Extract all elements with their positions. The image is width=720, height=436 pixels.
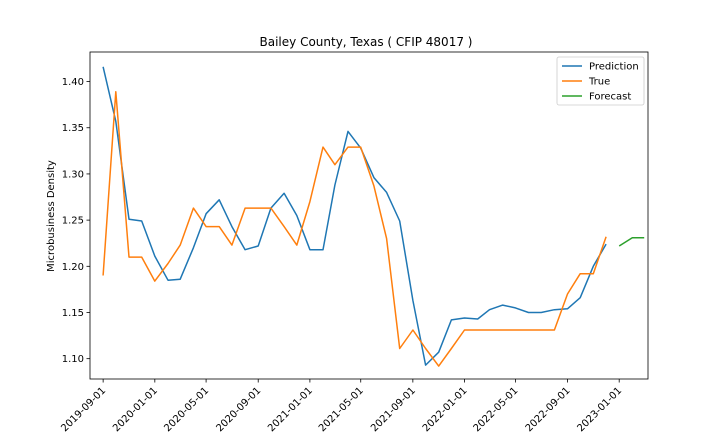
legend-box bbox=[556, 56, 645, 106]
y-tick-label: 1.15 bbox=[62, 308, 84, 319]
x-tick-label: 2021-05-01 bbox=[317, 385, 366, 432]
legend: Prediction True Forecast bbox=[556, 56, 645, 106]
x-tick-label: 2022-05-01 bbox=[472, 385, 521, 432]
x-tick-label: 2021-09-01 bbox=[369, 385, 418, 432]
y-tick-label: 1.25 bbox=[62, 216, 84, 227]
y-tick-label: 1.40 bbox=[62, 77, 84, 88]
series-lines bbox=[102, 66, 645, 367]
y-axis-label: Microbusiness Density bbox=[46, 160, 57, 272]
series-line-true bbox=[102, 90, 607, 367]
x-tick-label: 2022-09-01 bbox=[524, 385, 573, 432]
y-tick-label: 1.35 bbox=[62, 123, 84, 134]
legend-label-true: True bbox=[588, 77, 610, 88]
y-axis-ticks: 1.10 1.15 1.20 1.25 1.30 1.35 1.40 bbox=[62, 77, 90, 365]
series-line-forecast bbox=[618, 236, 645, 247]
plot-frame bbox=[89, 51, 649, 380]
series-line-prediction bbox=[102, 66, 607, 366]
x-tick-label: 2020-01-01 bbox=[111, 385, 160, 432]
legend-label-forecast: Forecast bbox=[589, 92, 631, 103]
x-tick-label: 2020-05-01 bbox=[162, 385, 211, 432]
y-tick-label: 1.10 bbox=[62, 354, 84, 365]
x-tick-label: 2019-09-01 bbox=[59, 385, 108, 432]
x-tick-label: 2022-01-01 bbox=[421, 385, 470, 432]
chart-title: Bailey County, Texas ( CFIP 48017 ) bbox=[260, 35, 473, 49]
x-tick-label: 2021-01-01 bbox=[266, 385, 315, 432]
x-tick-label: 2023-01-01 bbox=[575, 385, 624, 432]
y-tick-label: 1.20 bbox=[62, 262, 84, 273]
x-axis-ticks: 2019-09-01 2020-01-01 2020-05-01 2020-09-01… bbox=[59, 379, 624, 434]
legend-label-prediction: Prediction bbox=[589, 62, 639, 73]
x-tick-label: 2020-09-01 bbox=[214, 385, 263, 432]
y-tick-label: 1.30 bbox=[62, 169, 84, 180]
